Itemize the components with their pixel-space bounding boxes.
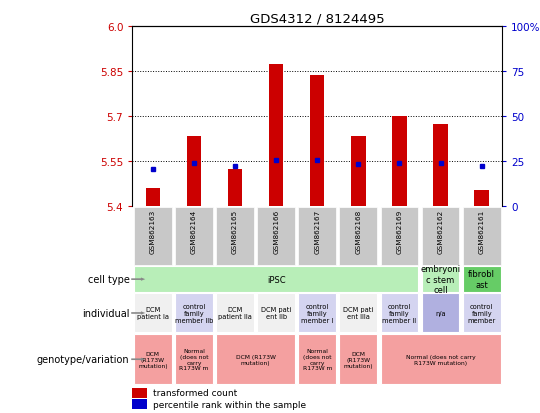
Text: DCM pati
ent IIb: DCM pati ent IIb (261, 307, 291, 320)
FancyBboxPatch shape (216, 294, 254, 332)
Text: DCM
patient IIa: DCM patient IIa (218, 307, 252, 320)
Text: control
family
member: control family member (468, 303, 496, 323)
Text: DCM (R173W
mutation): DCM (R173W mutation) (235, 354, 275, 365)
FancyBboxPatch shape (134, 266, 418, 292)
FancyBboxPatch shape (298, 207, 336, 266)
FancyBboxPatch shape (175, 294, 213, 332)
Text: n/a: n/a (435, 310, 446, 316)
FancyBboxPatch shape (340, 335, 377, 384)
Bar (187, 136, 201, 207)
Text: DCM
patient Ia: DCM patient Ia (137, 307, 169, 320)
Text: Normal
(does not
carry
R173W m: Normal (does not carry R173W m (179, 348, 208, 370)
FancyBboxPatch shape (463, 207, 501, 266)
FancyBboxPatch shape (134, 335, 172, 384)
FancyBboxPatch shape (175, 335, 213, 384)
FancyBboxPatch shape (257, 207, 295, 266)
FancyBboxPatch shape (422, 207, 460, 266)
FancyBboxPatch shape (257, 294, 295, 332)
Text: control
family
member IIb: control family member IIb (175, 303, 213, 323)
Text: GSM862167: GSM862167 (314, 209, 320, 254)
Text: individual: individual (82, 308, 130, 318)
FancyBboxPatch shape (134, 294, 172, 332)
Text: GSM862164: GSM862164 (191, 209, 197, 254)
FancyBboxPatch shape (381, 335, 501, 384)
FancyBboxPatch shape (463, 266, 501, 292)
Bar (132, 399, 147, 410)
Text: DCM pati
ent IIIa: DCM pati ent IIIa (343, 307, 374, 320)
Text: Normal (does not carry
R173W mutation): Normal (does not carry R173W mutation) (406, 354, 475, 365)
FancyBboxPatch shape (422, 294, 460, 332)
Text: embryoni
c stem
cell: embryoni c stem cell (421, 265, 461, 294)
Text: cell type: cell type (87, 275, 130, 285)
FancyBboxPatch shape (175, 207, 213, 266)
Bar (310, 76, 325, 207)
FancyBboxPatch shape (463, 294, 501, 332)
Bar (132, 388, 147, 398)
FancyBboxPatch shape (422, 266, 460, 292)
Bar (269, 64, 284, 207)
FancyBboxPatch shape (340, 207, 377, 266)
Text: iPSC: iPSC (267, 275, 286, 284)
Text: percentile rank within the sample: percentile rank within the sample (153, 400, 306, 409)
Bar (228, 169, 242, 207)
Text: Normal
(does not
carry
R173W m: Normal (does not carry R173W m (302, 348, 332, 370)
Text: GSM862165: GSM862165 (232, 209, 238, 254)
Text: GSM862162: GSM862162 (437, 209, 443, 254)
Bar (434, 124, 448, 207)
FancyBboxPatch shape (340, 294, 377, 332)
FancyBboxPatch shape (298, 335, 336, 384)
Bar (392, 117, 407, 207)
Text: GSM862166: GSM862166 (273, 209, 279, 254)
Text: genotype/variation: genotype/variation (37, 354, 130, 364)
FancyBboxPatch shape (216, 335, 295, 384)
Text: fibrobl
ast: fibrobl ast (468, 270, 495, 289)
FancyBboxPatch shape (216, 207, 254, 266)
Bar (475, 190, 489, 207)
Text: GSM862168: GSM862168 (355, 209, 361, 254)
Text: control
family
member I: control family member I (301, 303, 333, 323)
Bar (351, 136, 366, 207)
Text: GSM862169: GSM862169 (396, 209, 402, 254)
FancyBboxPatch shape (381, 294, 418, 332)
Title: GDS4312 / 8124495: GDS4312 / 8124495 (250, 13, 384, 26)
FancyBboxPatch shape (381, 207, 418, 266)
Bar (146, 189, 160, 207)
Text: DCM
(R173W
mutation): DCM (R173W mutation) (343, 351, 373, 368)
Text: DCM
(R173W
mutation): DCM (R173W mutation) (138, 351, 167, 368)
FancyBboxPatch shape (298, 294, 336, 332)
Text: GSM862161: GSM862161 (478, 209, 485, 254)
Text: control
family
member II: control family member II (382, 303, 416, 323)
Text: transformed count: transformed count (153, 388, 237, 397)
Text: GSM862163: GSM862163 (150, 209, 156, 254)
FancyBboxPatch shape (134, 207, 172, 266)
